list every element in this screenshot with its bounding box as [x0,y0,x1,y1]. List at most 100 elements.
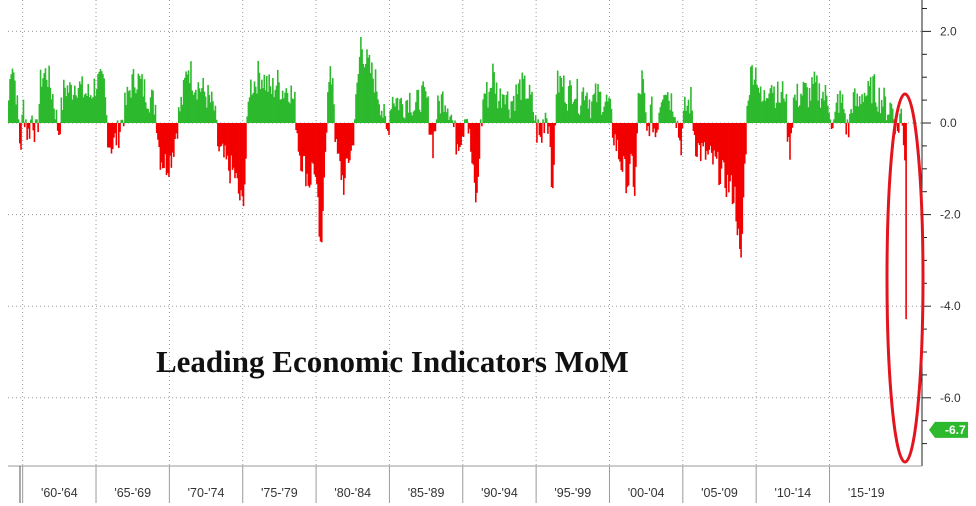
bar-negative [554,123,557,126]
bar-positive [827,105,829,123]
bar-positive [597,84,599,123]
bar-positive [371,62,373,123]
bar-positive [100,71,103,123]
bar-positive [806,87,808,123]
bar-positive [833,119,835,123]
bar-negative [312,123,314,164]
bar-negative [26,123,28,140]
bar-negative [433,123,436,132]
bar-positive [564,102,566,123]
bar-positive [785,94,788,123]
highlight-ellipse-shape [885,92,925,464]
bar-positive [25,119,27,123]
bar-positive [283,98,285,123]
bar-positive [779,102,781,123]
bar-positive [210,91,213,123]
bar-positive [131,74,134,123]
bar-positive [750,66,752,123]
highlight-ellipse [885,92,925,464]
bar-positive [501,94,504,123]
bar-positive [772,92,774,123]
bar-negative [739,123,741,249]
bar-negative [309,123,312,185]
bar-positive [765,98,768,123]
bar-positive [355,94,357,123]
bar-positive [129,90,131,123]
bar-positive [596,102,598,123]
bar-positive [416,89,418,123]
bar-negative [731,123,734,205]
bar-positive [818,83,821,123]
bar-positive [72,94,75,123]
bar-positive [768,93,770,123]
bar-positive [666,92,669,123]
bar-negative [237,123,240,194]
bar-positive [492,63,494,123]
bar-positive [259,89,262,123]
bar-positive [505,95,508,123]
bar-positive [383,104,385,123]
bar-negative [231,123,234,170]
bar-positive [195,89,197,123]
bar-positive [141,74,143,123]
bar-positive [511,101,514,123]
bar-positive [812,84,814,123]
bar-negative [536,123,538,143]
bar-negative [745,123,747,155]
bar-negative [704,123,707,160]
bar-negative [224,123,226,146]
bar-positive [49,87,52,123]
bar-positive [14,80,16,123]
bar-positive [423,87,426,123]
bar-positive [886,114,889,123]
bar-positive [800,93,802,123]
bar-positive [583,100,586,123]
bar-positive [257,60,259,123]
bar-positive [753,79,756,123]
bar-positive [637,93,640,123]
bar-negative [474,123,477,203]
bar-positive [879,113,882,123]
bar-positive [374,69,377,123]
bar-positive [813,71,816,123]
bar-positive [137,73,140,123]
bar-positive [278,82,280,123]
bar-positive [52,94,54,123]
bar-negative [831,123,834,129]
bar-positive [671,111,674,123]
bar-negative [428,123,431,135]
bar-positive [642,79,645,123]
bar-positive [31,115,33,123]
bar-negative [339,123,341,162]
bar-negative [306,123,308,174]
bar-negative [710,123,713,153]
bar-negative [28,123,31,139]
bar-positive [415,102,417,123]
bar-positive [852,92,855,123]
bar-positive [70,84,72,123]
bar-positive [817,100,819,123]
bar-positive [746,105,748,123]
bar-positive [880,99,883,123]
bar-positive [64,87,66,123]
bar-positive [862,102,865,123]
bar-positive [592,95,594,123]
bar-positive [120,119,123,123]
bar-positive [202,77,204,123]
bar-negative [657,123,659,130]
bar-negative [633,123,636,196]
bar-positive [669,110,671,123]
bar-positive [523,75,526,123]
bar-negative [297,123,300,152]
bar-positive [270,93,273,123]
bar-positive [116,120,119,123]
bar-positive [530,94,532,123]
bar-positive [500,107,503,123]
bar-positive [265,76,268,123]
last-value-badge: -6.7 [929,421,968,438]
bar-negative [319,123,322,242]
bar-positive [463,119,466,123]
bar-negative [654,123,657,138]
bar-negative [342,123,345,195]
bar-positive [875,106,878,123]
